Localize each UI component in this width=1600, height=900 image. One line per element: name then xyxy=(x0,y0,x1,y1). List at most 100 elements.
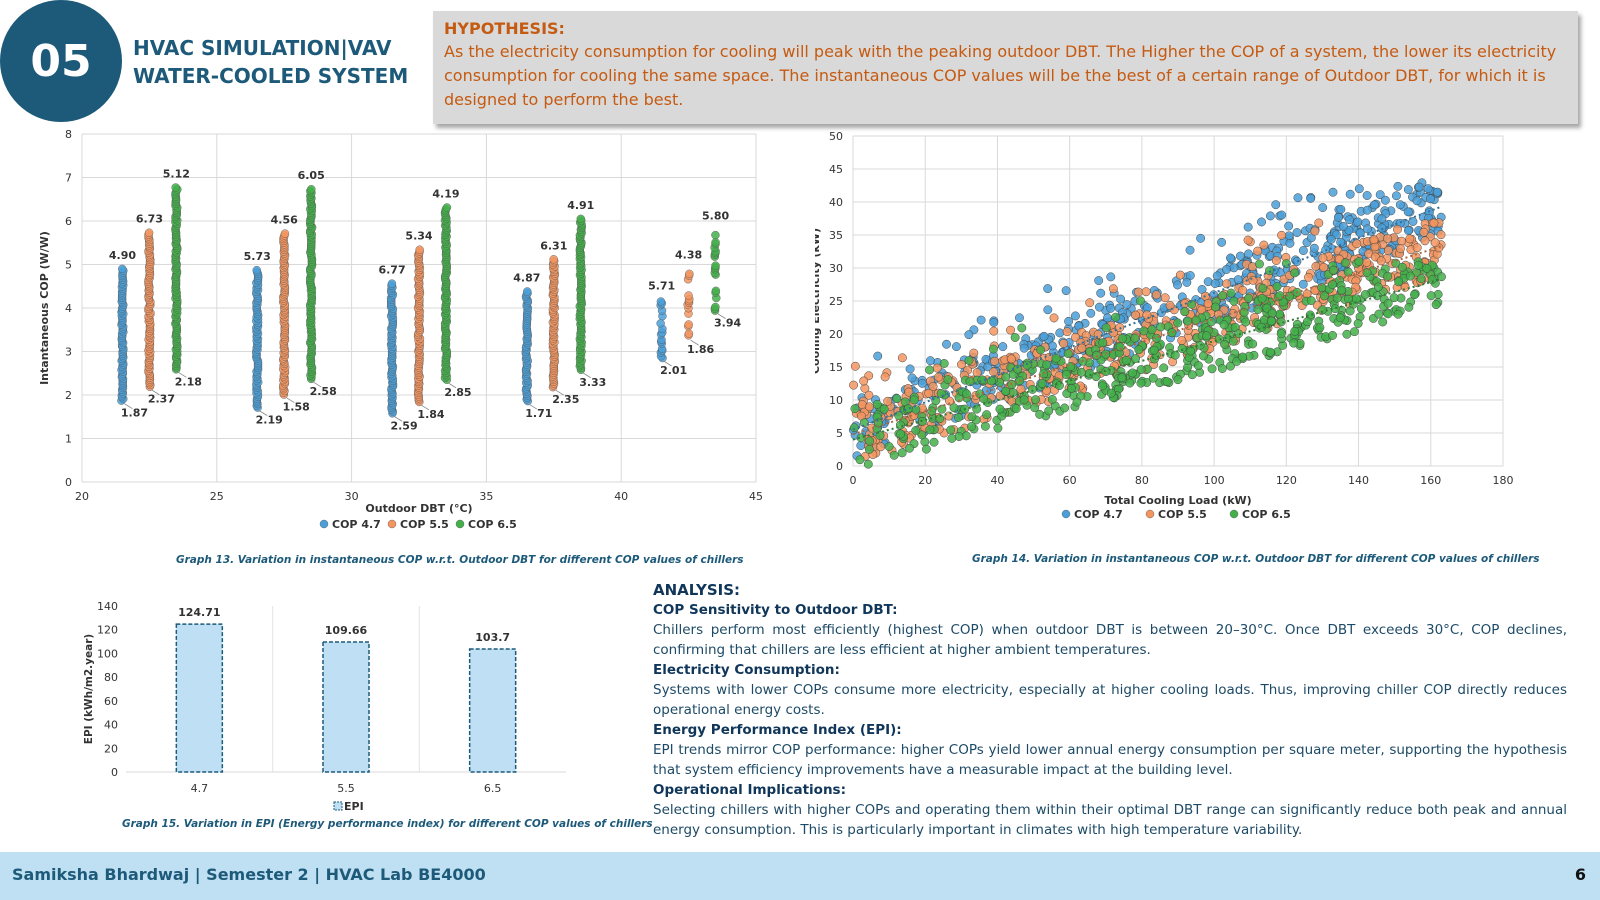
min-data-label: 2.85 xyxy=(444,386,471,399)
data-point xyxy=(1397,262,1407,272)
data-point xyxy=(1142,310,1152,320)
electricity-vs-load-chart: 0 5 10 15 20 25 30 35 40 45 50 0 20 40 60 80 100 120 140 16… xyxy=(815,130,1514,521)
data-point xyxy=(1094,276,1104,286)
x-tick-label: 20 xyxy=(918,474,932,487)
data-point xyxy=(1037,379,1047,388)
min-data-label: 2.35 xyxy=(552,393,579,406)
data-point xyxy=(1136,378,1146,388)
data-point xyxy=(1374,309,1384,319)
y-tick-label: 15 xyxy=(829,361,843,374)
page-number: 6 xyxy=(1574,865,1586,884)
data-point xyxy=(1141,287,1151,297)
data-point xyxy=(1362,224,1372,234)
data-point xyxy=(1151,290,1161,300)
min-data-label: 1.71 xyxy=(525,407,552,420)
data-point xyxy=(1217,237,1227,247)
data-point xyxy=(1234,329,1244,339)
data-point xyxy=(1408,217,1418,226)
data-point xyxy=(909,395,919,405)
data-point xyxy=(962,389,971,399)
data-point xyxy=(1067,384,1076,393)
data-point xyxy=(1244,293,1253,303)
y-tick-label: 40 xyxy=(104,719,118,732)
data-point xyxy=(1318,305,1327,315)
data-point xyxy=(1277,210,1287,220)
data-point xyxy=(1177,336,1187,345)
data-point xyxy=(872,399,882,409)
data-point xyxy=(1276,329,1286,339)
data-point xyxy=(1175,270,1185,280)
data-point xyxy=(1271,256,1281,265)
x-tick-label: 40 xyxy=(614,490,628,503)
data-point xyxy=(1248,339,1258,349)
data-point xyxy=(884,442,894,452)
data-point xyxy=(1416,274,1426,284)
data-point xyxy=(1059,338,1069,348)
data-point xyxy=(917,430,927,440)
data-point xyxy=(1238,352,1248,362)
data-point xyxy=(1060,403,1070,413)
data-point xyxy=(907,373,917,383)
data-point xyxy=(989,318,999,327)
y-tick-label: 45 xyxy=(829,163,843,176)
min-data-label: 2.18 xyxy=(175,375,202,388)
data-point xyxy=(280,229,290,238)
data-point xyxy=(1156,322,1166,332)
data-point xyxy=(1187,299,1197,309)
x-tick-label: 35 xyxy=(479,490,493,503)
data-point xyxy=(925,425,935,435)
data-point xyxy=(1243,235,1253,245)
data-point xyxy=(1302,317,1312,327)
data-point xyxy=(1311,261,1321,271)
data-point xyxy=(1420,236,1430,246)
data-point xyxy=(1394,277,1404,287)
x-tick-label: 100 xyxy=(1204,474,1225,487)
data-point xyxy=(1285,238,1295,248)
data-point xyxy=(1375,190,1385,200)
data-point xyxy=(1070,311,1080,321)
data-point xyxy=(1432,187,1442,197)
y-tick-label: 4 xyxy=(65,302,72,315)
data-point xyxy=(711,302,720,312)
data-point xyxy=(1232,357,1242,366)
data-point xyxy=(1047,341,1057,351)
hypothesis-text: As the electricity consumption for cooli… xyxy=(444,42,1557,109)
y-tick-label: 10 xyxy=(829,394,843,407)
data-point xyxy=(964,330,974,340)
data-point xyxy=(1022,360,1032,370)
data-point xyxy=(879,404,889,414)
data-point xyxy=(921,444,931,454)
data-point xyxy=(904,387,914,397)
data-point xyxy=(1235,251,1245,261)
x-tick-label: 5.5 xyxy=(337,782,355,795)
data-point xyxy=(1111,312,1121,322)
data-point xyxy=(1318,203,1328,213)
data-point xyxy=(1253,246,1263,256)
legend-label: COP 4.7 xyxy=(332,518,381,531)
min-data-label: 2.19 xyxy=(256,414,283,427)
data-point xyxy=(905,364,915,374)
data-point xyxy=(1092,350,1101,360)
data-point xyxy=(656,297,666,306)
max-data-label: 6.73 xyxy=(136,213,163,226)
data-point xyxy=(684,329,694,338)
label-leader xyxy=(259,410,268,416)
data-point xyxy=(883,396,893,406)
data-point xyxy=(1380,195,1390,205)
legend-marker xyxy=(1061,509,1071,519)
bar-value-label: 109.66 xyxy=(325,624,368,637)
data-point xyxy=(1202,331,1212,341)
label-leader xyxy=(312,381,322,388)
legend-marker xyxy=(1145,509,1155,519)
data-point xyxy=(1362,268,1372,277)
y-tick-label: 35 xyxy=(829,229,843,242)
data-point xyxy=(307,185,316,194)
data-point xyxy=(1019,343,1029,353)
page-title-line1: HVAC SIMULATION|VAV xyxy=(133,36,392,60)
data-point xyxy=(995,404,1005,414)
label-leader xyxy=(178,371,187,378)
data-point xyxy=(1136,365,1146,375)
data-point xyxy=(925,365,935,375)
data-point xyxy=(1395,200,1405,210)
data-point xyxy=(924,388,934,398)
